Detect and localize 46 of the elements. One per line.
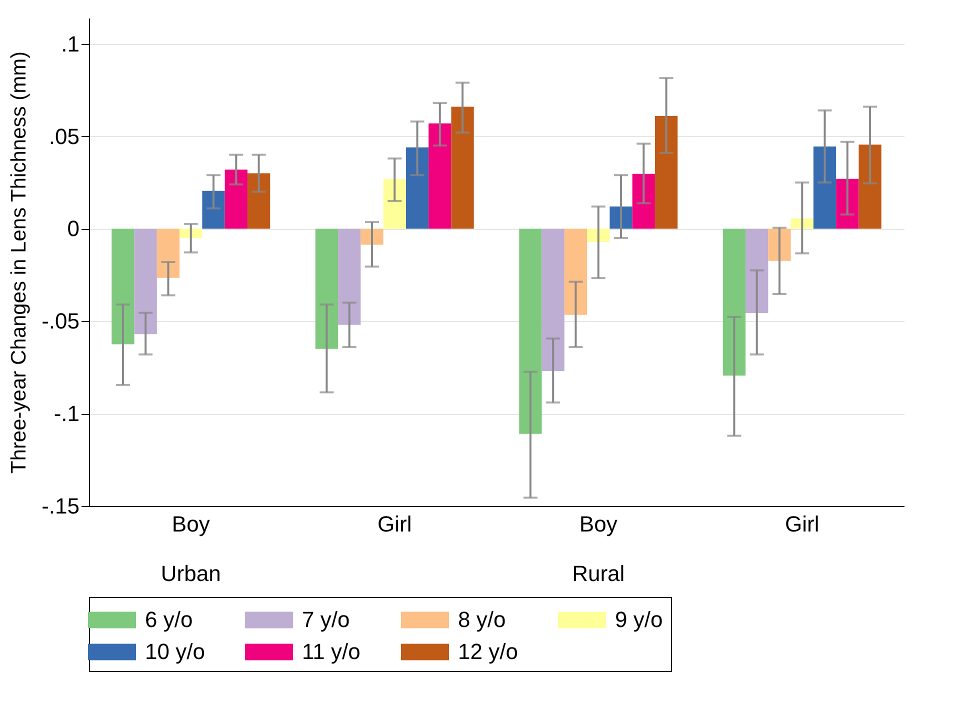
y-tick-label: -.15	[42, 494, 80, 518]
bar	[247, 173, 270, 229]
bar	[542, 228, 564, 372]
bar	[587, 228, 610, 242]
y-tick-label: .05	[48, 124, 80, 149]
bar	[224, 170, 248, 229]
bar	[428, 123, 452, 229]
text: Urban	[160, 561, 221, 586]
bar	[180, 228, 202, 238]
bar	[858, 144, 882, 229]
bar	[746, 228, 768, 314]
legend-label: 12 y/o	[458, 639, 518, 664]
bar	[156, 228, 180, 278]
x-tick-label: Girl	[378, 512, 412, 536]
text: Rural	[572, 561, 625, 586]
bar	[134, 228, 157, 334]
legend-label: 7 y/o	[302, 607, 350, 632]
y-tick-label: 0	[67, 216, 80, 242]
bar	[654, 116, 678, 229]
bar	[564, 228, 588, 315]
x-tick-label: Boy	[579, 512, 618, 536]
y-tick-label: -.05	[42, 308, 80, 334]
x-tick-label: Boy	[172, 512, 210, 536]
bar	[383, 178, 406, 229]
bar	[360, 228, 384, 245]
bar	[112, 228, 134, 344]
bar	[836, 178, 859, 229]
legend-label: 11 y/o	[302, 639, 360, 664]
bar	[632, 174, 655, 229]
legend-label: 6 y/o	[145, 607, 193, 632]
y-axis-title: Three-year Changes in Lens Thichness (mm)	[8, 51, 31, 474]
x-tick-label: Girl	[785, 512, 820, 536]
bar	[406, 147, 429, 229]
bar	[315, 228, 338, 349]
bar	[610, 206, 632, 229]
y-tick-label: .1	[61, 31, 80, 56]
legend-label: 10 y/o	[145, 639, 205, 664]
y-tick-label: -.1	[54, 401, 80, 426]
bar	[202, 190, 225, 229]
bar	[338, 228, 361, 325]
bar	[722, 228, 746, 376]
legend-label: 8 y/o	[458, 607, 506, 632]
legend-label: 9 y/o	[615, 607, 663, 632]
bar	[813, 146, 836, 229]
bar	[519, 228, 542, 434]
bar	[451, 106, 474, 229]
